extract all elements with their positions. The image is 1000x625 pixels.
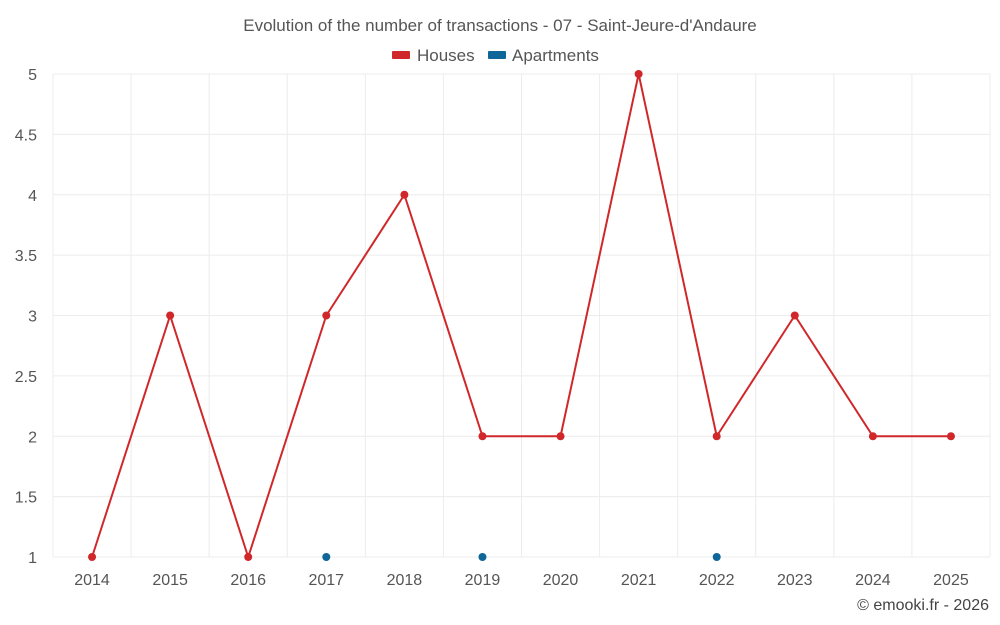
x-tick-label: 2014	[74, 572, 110, 589]
data-point-houses[interactable]	[244, 553, 253, 561]
data-point-houses[interactable]	[556, 432, 565, 441]
series-layer	[88, 70, 955, 561]
x-tick-label: 2018	[387, 572, 423, 589]
series-line-houses	[91, 73, 951, 558]
legend-swatch-houses	[392, 51, 410, 59]
x-tick-label: 2024	[855, 572, 891, 589]
y-tick-label: 1.5	[15, 490, 37, 507]
data-point-houses[interactable]	[946, 432, 955, 441]
data-point-apartments[interactable]	[712, 553, 721, 561]
y-tick-label: 2.5	[15, 369, 37, 386]
chart-title: Evolution of the number of transactions …	[243, 16, 757, 35]
data-point-houses[interactable]	[868, 432, 877, 441]
x-gridlines	[52, 74, 991, 557]
y-tick-label: 2	[28, 429, 37, 446]
data-point-houses[interactable]	[790, 311, 799, 320]
data-point-houses[interactable]	[88, 553, 97, 561]
y-tick-label: 3.5	[15, 248, 37, 265]
x-tick-label: 2016	[230, 572, 266, 589]
y-tick-label: 1	[28, 550, 37, 567]
y-tick-label: 5	[28, 67, 37, 84]
x-tick-label: 2025	[933, 572, 969, 589]
x-tick-label: 2019	[465, 572, 501, 589]
legend-label-houses: Houses	[417, 46, 475, 65]
y-tick-label: 4.5	[15, 127, 37, 144]
x-tick-label: 2021	[621, 572, 657, 589]
data-point-houses[interactable]	[166, 311, 175, 320]
x-tick-label: 2015	[152, 572, 188, 589]
data-point-apartments[interactable]	[322, 553, 331, 561]
legend-item-houses[interactable]: Houses	[392, 46, 475, 65]
x-tick-label: 2023	[777, 572, 813, 589]
data-point-houses[interactable]	[712, 432, 721, 441]
y-axis-ticks: 1 1.5 2 2.5 3 3.5 4 4.5 5	[15, 67, 37, 567]
series-houses	[88, 70, 955, 561]
x-tick-label: 2020	[543, 572, 579, 589]
x-axis-ticks: 2014 2015 2016 2017 2018 2019 2020 2021 2022 2023…	[74, 572, 969, 589]
legend-label-apartments: Apartments	[512, 46, 599, 65]
y-tick-label: 4	[28, 188, 37, 205]
data-point-houses[interactable]	[634, 70, 643, 78]
data-point-houses[interactable]	[400, 190, 409, 199]
data-point-houses[interactable]	[322, 311, 331, 320]
legend: Houses Apartments	[392, 46, 599, 65]
legend-item-apartments[interactable]: Apartments	[488, 46, 599, 65]
y-tick-label: 3	[28, 309, 37, 326]
legend-swatch-apartments	[488, 51, 506, 59]
credit-text: © emooki.fr - 2026	[857, 597, 989, 614]
data-point-apartments[interactable]	[478, 553, 487, 561]
x-tick-label: 2022	[699, 572, 735, 589]
x-tick-label: 2017	[308, 572, 344, 589]
series-apartments	[322, 553, 721, 561]
data-point-houses[interactable]	[478, 432, 487, 441]
